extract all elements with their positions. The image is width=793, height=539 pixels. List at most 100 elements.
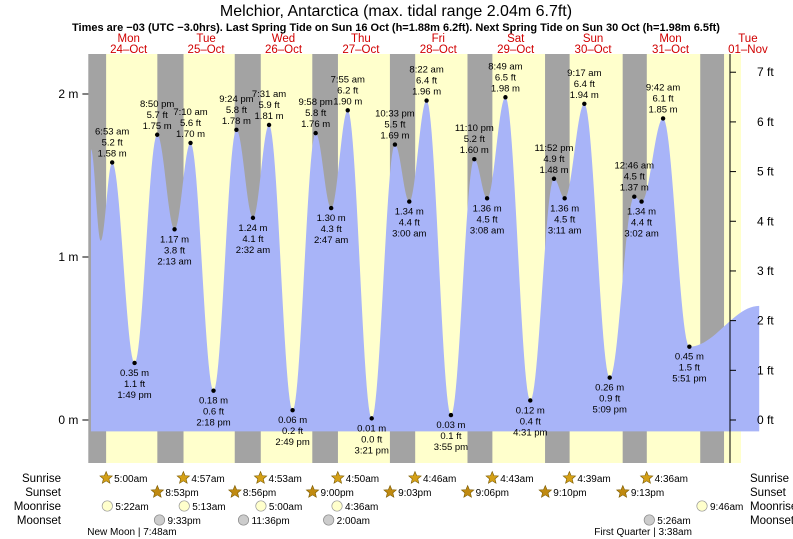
high-tide-dot bbox=[582, 101, 587, 106]
low-tide-dot bbox=[328, 205, 334, 211]
left-tick-label: 1 m bbox=[58, 250, 78, 264]
high-tide-dot bbox=[313, 130, 318, 136]
moonrise-icon bbox=[331, 500, 343, 512]
tide-height-m: 1.75 m bbox=[143, 121, 172, 132]
sunrise-icon bbox=[253, 470, 268, 484]
moon-phases: New Moon | 7:48am First Quarter | 3:38am bbox=[87, 527, 692, 538]
high-tide-dot bbox=[392, 142, 398, 147]
row-label-right: Sunrise bbox=[750, 473, 789, 485]
sunset-time: 9:03pm bbox=[398, 488, 431, 499]
tide-height-m: 0.03 m bbox=[436, 420, 465, 431]
tide-height-ft: 3.8 ft bbox=[164, 245, 185, 256]
high-tide-label: 8:22 am6.4 ft1.96 m bbox=[409, 65, 443, 98]
high-tide-label: 9:17 am6.4 ft1.94 m bbox=[567, 68, 601, 101]
day-band bbox=[724, 54, 727, 463]
tide-time: 3:21 pm bbox=[355, 445, 389, 456]
low-tide-label: 1.24 m4.1 ft2:32 am bbox=[236, 223, 270, 256]
low-tide-label: 0.35 m1.1 ft1:49 pm bbox=[117, 368, 151, 401]
sunrise-time: 4:39am bbox=[577, 474, 610, 485]
sunset-time: 9:10pm bbox=[553, 488, 586, 499]
right-tick-label: 5 ft bbox=[757, 165, 774, 179]
moonrise-icon bbox=[255, 500, 267, 512]
high-tide-label: 10:33 pm5.5 ft1.69 m bbox=[375, 109, 415, 142]
high-tide-label: 6:53 am5.2 ft1.58 m bbox=[95, 126, 129, 159]
low-tide-dot bbox=[172, 227, 177, 232]
row-label-left: Moonrise bbox=[14, 501, 61, 513]
tide-height-ft: 5.2 ft bbox=[102, 137, 123, 148]
tide-time: 9:58 pm bbox=[298, 97, 332, 108]
tide-time: 2:13 am bbox=[157, 256, 191, 267]
tide-time: 3:02 am bbox=[624, 229, 658, 240]
tide-height-m: 1.90 m bbox=[333, 96, 362, 107]
moon-phase-label: First Quarter | 3:38am bbox=[594, 527, 692, 538]
low-tide-dot bbox=[407, 199, 412, 204]
low-tide-label: 1.36 m4.5 ft3:08 am bbox=[470, 203, 504, 236]
sunset-time: 8:53pm bbox=[165, 488, 198, 499]
tide-height-m: 0.35 m bbox=[120, 368, 149, 379]
tide-height-ft: 5.5 ft bbox=[384, 120, 405, 131]
right-tick-label: 7 ft bbox=[757, 65, 774, 79]
tide-height-m: 0.06 m bbox=[278, 415, 307, 426]
tide-time: 7:55 am bbox=[331, 74, 365, 85]
high-tide-label: 9:24 pm5.8 ft1.78 m bbox=[219, 94, 253, 127]
day-name-label: Thu bbox=[351, 33, 371, 45]
tide-time: 2:32 am bbox=[236, 245, 270, 256]
high-tide-dot bbox=[188, 140, 193, 146]
sunrise-icon bbox=[408, 470, 422, 484]
tide-height-m: 1.34 m bbox=[395, 207, 424, 218]
tide-height-m: 1.30 m bbox=[317, 213, 346, 224]
sunset-time: 9:06pm bbox=[476, 488, 509, 499]
high-tide-label: 11:10 pm5.2 ft1.60 m bbox=[455, 123, 494, 156]
left-axis-meters: 0 m 1 m 2 m bbox=[58, 87, 89, 427]
tide-height-m: 1.94 m bbox=[570, 90, 599, 101]
sunrise-icon bbox=[485, 470, 500, 484]
tide-height-ft: 5.8 ft bbox=[226, 105, 247, 116]
tide-height-m: 1.85 m bbox=[649, 104, 678, 115]
day-date-label: 29–Oct bbox=[497, 44, 535, 56]
high-tide-dot bbox=[154, 132, 160, 137]
tide-height-ft: 1.1 ft bbox=[124, 379, 145, 390]
low-tide-label: 0.01 m0.0 ft3:21 pm bbox=[355, 423, 389, 456]
tide-time: 5:09 pm bbox=[593, 405, 627, 416]
sunset-icon bbox=[227, 484, 242, 498]
low-tide-dot bbox=[528, 398, 533, 403]
row-label-left: Sunset bbox=[25, 487, 62, 499]
tide-time: 8:22 am bbox=[409, 65, 443, 76]
tide-height-m: 0.18 m bbox=[199, 396, 228, 407]
moon-phase-label: New Moon | 7:48am bbox=[87, 527, 176, 538]
sunset-icon bbox=[615, 484, 630, 498]
moonset-icon bbox=[153, 514, 166, 526]
sunset-icon bbox=[460, 484, 475, 498]
sunrise-icon bbox=[99, 470, 114, 484]
tide-time: 7:10 am bbox=[173, 107, 207, 118]
tide-height-ft: 0.4 ft bbox=[520, 416, 541, 427]
tide-height-ft: 6.1 ft bbox=[653, 93, 674, 104]
low-tide-label: 0.45 m1.5 ft5:51 pm bbox=[672, 352, 706, 385]
high-tide-dot bbox=[660, 116, 666, 121]
low-tide-dot bbox=[211, 388, 216, 393]
tide-height-m: 1.36 m bbox=[550, 203, 579, 214]
tide-time: 2:18 pm bbox=[196, 418, 230, 429]
moonset-time: 11:36pm bbox=[252, 516, 290, 527]
tide-height-ft: 6.4 ft bbox=[574, 79, 595, 90]
sunrise-time: 4:50am bbox=[346, 474, 379, 485]
high-tide-dot bbox=[109, 160, 115, 165]
low-tide-dot bbox=[290, 408, 295, 413]
low-tide-label: 1.17 m3.8 ft2:13 am bbox=[157, 234, 191, 267]
high-tide-dot bbox=[503, 95, 508, 100]
tide-height-m: 1.69 m bbox=[380, 131, 409, 142]
sunrise-icon bbox=[330, 470, 345, 484]
tide-time: 5:51 pm bbox=[672, 374, 706, 385]
low-tide-label: 0.26 m0.9 ft5:09 pm bbox=[593, 383, 627, 416]
day-date-label: 24–Oct bbox=[110, 44, 148, 56]
day-name-label: Tue bbox=[738, 33, 757, 45]
extreme-labels: 6:53 am5.2 ft1.58 m 0.35 m1.1 ft1:49 pm 8:… bbox=[95, 61, 707, 456]
tide-height-ft: 0.2 ft bbox=[282, 426, 303, 437]
tide-height-ft: 0.6 ft bbox=[203, 407, 224, 418]
moonrise-icon bbox=[696, 500, 708, 512]
moonrise-icon bbox=[178, 500, 190, 512]
tide-height-ft: 4.5 ft bbox=[624, 172, 645, 183]
tide-time: 8:49 am bbox=[488, 61, 522, 72]
tide-time: 9:17 am bbox=[567, 68, 601, 79]
